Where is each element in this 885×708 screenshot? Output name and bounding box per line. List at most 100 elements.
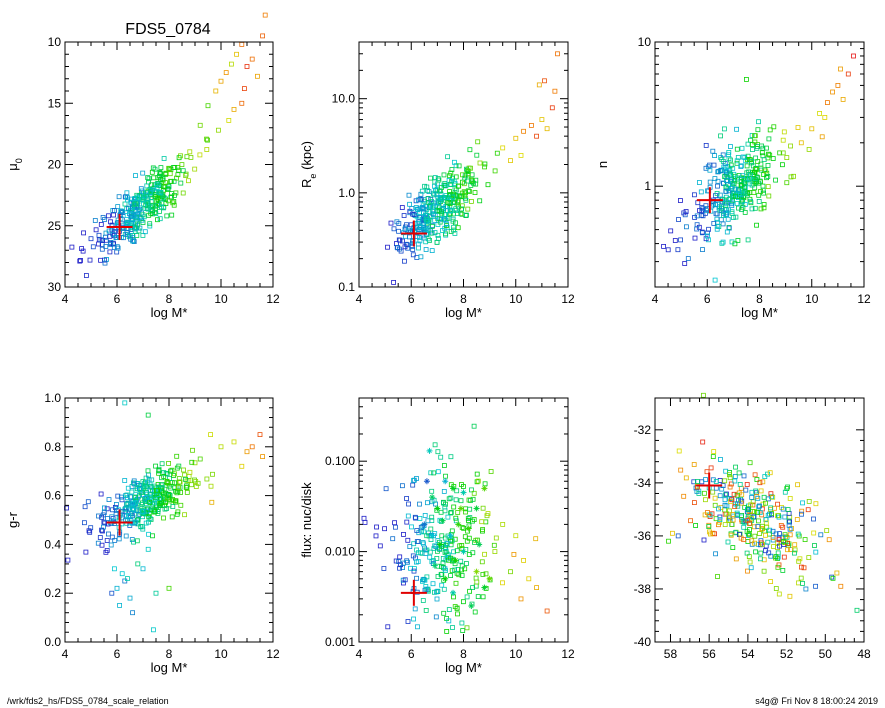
data-point bbox=[773, 555, 778, 561]
data-point bbox=[106, 228, 112, 234]
star-point bbox=[450, 589, 457, 596]
data-point bbox=[718, 133, 723, 139]
data-point bbox=[747, 520, 752, 526]
data-point bbox=[479, 519, 485, 525]
data-point bbox=[508, 569, 513, 575]
data-point bbox=[433, 544, 439, 550]
data-point bbox=[719, 486, 725, 492]
data-point bbox=[454, 548, 460, 554]
x-tick-label: 10 bbox=[805, 292, 819, 306]
data-point bbox=[695, 478, 700, 484]
data-point bbox=[717, 517, 723, 522]
y-tick-label: 0.6 bbox=[44, 489, 61, 503]
data-point bbox=[432, 183, 437, 189]
y-tick-label: 0.0 bbox=[44, 635, 61, 649]
data-point bbox=[464, 538, 470, 544]
data-point bbox=[92, 218, 98, 223]
data-point bbox=[716, 506, 721, 512]
data-point bbox=[835, 83, 841, 88]
data-point bbox=[756, 180, 761, 186]
data-point bbox=[460, 628, 466, 633]
data-point bbox=[413, 559, 419, 565]
data-point bbox=[414, 575, 420, 581]
data-point bbox=[722, 166, 727, 172]
data-point bbox=[734, 492, 740, 498]
data-point bbox=[142, 486, 148, 492]
data-point bbox=[736, 205, 741, 211]
data-point bbox=[764, 145, 769, 151]
data-point bbox=[128, 236, 134, 242]
data-point bbox=[738, 485, 744, 491]
data-point bbox=[851, 53, 856, 59]
star-point bbox=[421, 521, 428, 528]
data-point bbox=[218, 78, 224, 84]
data-point bbox=[392, 524, 398, 530]
star-point bbox=[460, 489, 467, 496]
data-point bbox=[526, 576, 532, 582]
data-point bbox=[442, 182, 448, 188]
data-point bbox=[410, 482, 416, 488]
data-point bbox=[785, 484, 790, 490]
data-point bbox=[760, 145, 766, 151]
data-point bbox=[746, 171, 752, 177]
data-point bbox=[767, 511, 772, 517]
y-tick-label: 10 bbox=[48, 35, 62, 49]
data-point bbox=[727, 475, 733, 481]
star-point bbox=[486, 575, 493, 582]
data-point bbox=[78, 257, 83, 263]
data-point bbox=[444, 215, 450, 221]
data-point bbox=[428, 526, 434, 532]
data-point bbox=[462, 173, 468, 179]
y-axis-label: μ0 bbox=[5, 158, 24, 171]
data-point bbox=[433, 589, 439, 595]
data-point bbox=[494, 150, 500, 156]
data-point bbox=[781, 129, 787, 135]
data-point bbox=[402, 226, 408, 232]
data-point bbox=[552, 88, 558, 94]
data-point bbox=[448, 170, 454, 176]
data-point bbox=[731, 215, 736, 220]
data-point bbox=[424, 218, 430, 224]
data-point bbox=[789, 526, 794, 531]
x-tick-label: 6 bbox=[408, 292, 415, 306]
data-point bbox=[129, 537, 135, 542]
data-point bbox=[791, 173, 796, 179]
data-point bbox=[417, 238, 423, 244]
data-point bbox=[180, 168, 186, 174]
plot-frame bbox=[654, 41, 865, 288]
data-point bbox=[417, 501, 422, 507]
data-point bbox=[747, 532, 752, 538]
data-point bbox=[361, 515, 367, 521]
data-point bbox=[771, 124, 777, 130]
data-point bbox=[408, 565, 413, 571]
data-point bbox=[442, 550, 448, 555]
data-point bbox=[544, 608, 550, 614]
x-tick-label: 4 bbox=[356, 647, 363, 661]
data-point bbox=[729, 203, 735, 209]
data-point bbox=[170, 496, 175, 502]
data-point bbox=[431, 208, 437, 214]
data-point bbox=[411, 616, 417, 622]
data-point bbox=[132, 520, 138, 526]
data-point bbox=[393, 558, 399, 564]
data-point bbox=[231, 107, 237, 112]
data-point bbox=[798, 575, 804, 581]
data-point bbox=[800, 581, 805, 586]
data-point bbox=[472, 609, 478, 615]
data-point bbox=[82, 504, 88, 510]
y-tick-label: 0.4 bbox=[44, 537, 61, 551]
data-point bbox=[116, 194, 122, 200]
x-tick-label: 4 bbox=[62, 647, 69, 661]
data-point bbox=[470, 585, 476, 590]
data-point bbox=[446, 496, 452, 502]
data-point bbox=[424, 184, 430, 190]
data-point bbox=[745, 141, 751, 147]
data-point bbox=[429, 223, 435, 229]
data-point bbox=[766, 136, 772, 142]
data-point bbox=[417, 225, 423, 231]
data-point bbox=[149, 182, 155, 188]
data-point bbox=[406, 192, 412, 198]
data-point bbox=[681, 493, 687, 499]
data-point bbox=[182, 512, 188, 518]
data-point bbox=[404, 558, 410, 564]
